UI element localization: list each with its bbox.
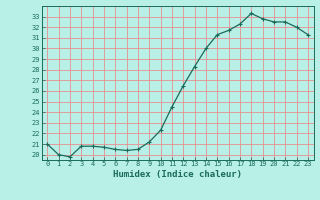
X-axis label: Humidex (Indice chaleur): Humidex (Indice chaleur) bbox=[113, 170, 242, 179]
